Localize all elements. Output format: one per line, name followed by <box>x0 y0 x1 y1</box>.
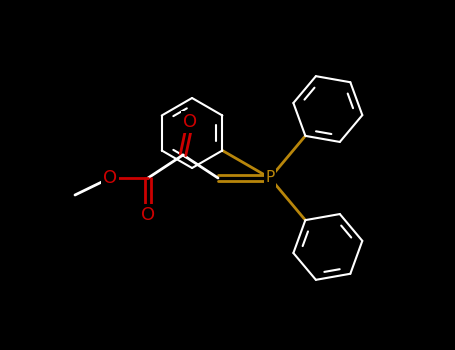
Text: O: O <box>141 206 155 224</box>
Text: O: O <box>183 113 197 131</box>
Text: P: P <box>265 170 275 186</box>
Text: O: O <box>103 169 117 187</box>
